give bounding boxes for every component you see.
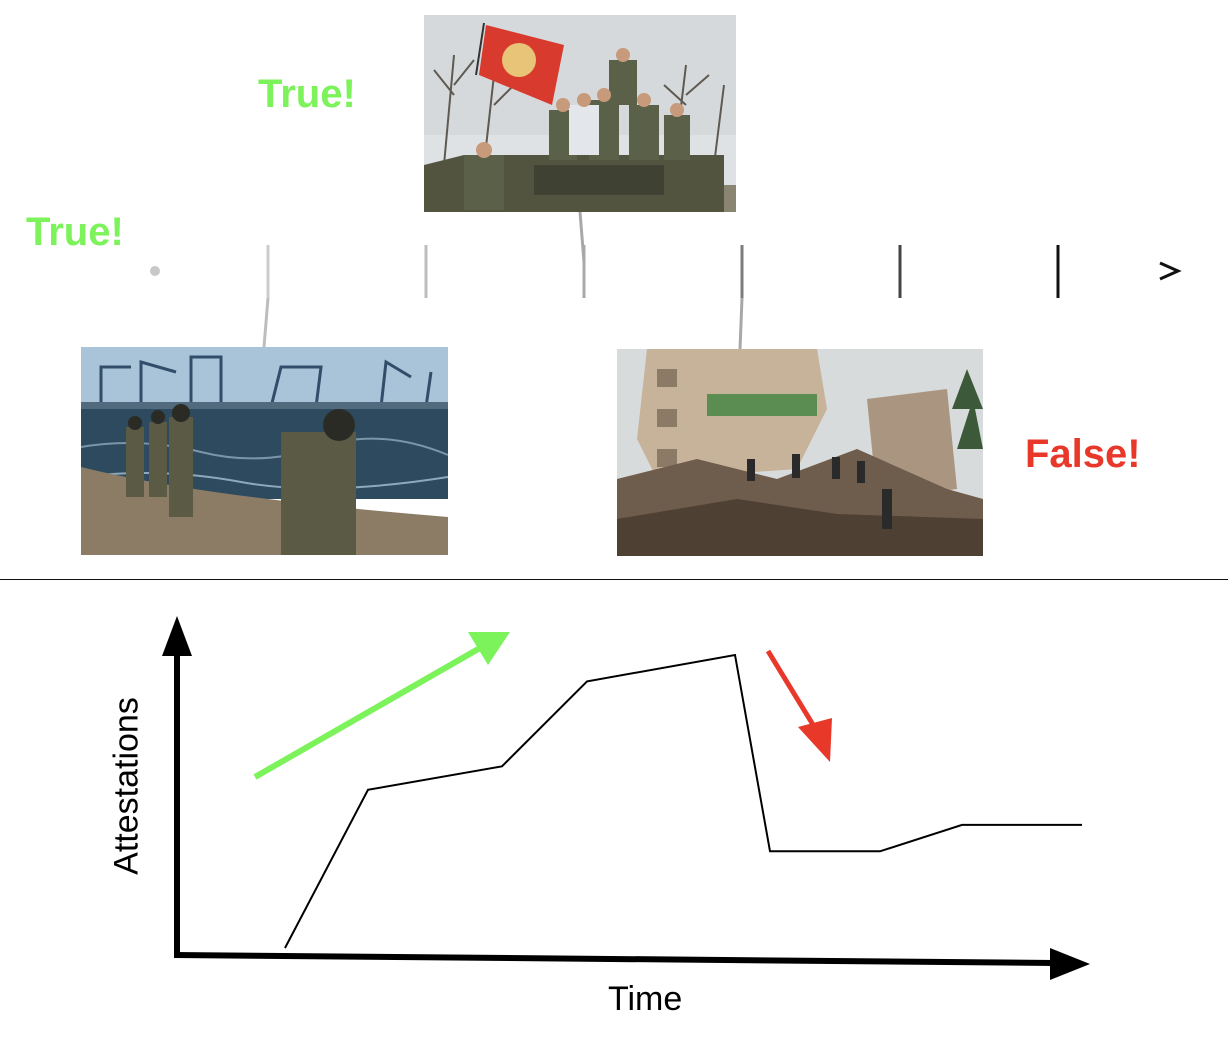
photo-connector [578,211,586,263]
true-label-left: True! [26,210,124,254]
photo-connector [262,297,270,348]
timeline-diagram [0,211,1228,580]
x-axis-arrowhead [1050,948,1090,980]
true-label-top: True! [258,72,356,116]
trend-up-arrow [253,645,482,780]
soldiers-on-tank-photo [424,15,736,212]
x-axis [173,952,1056,966]
timeline-arrowhead [1159,261,1182,281]
soldiers-at-port-photo [81,347,448,555]
trend-down-arrowhead [798,718,832,762]
x-axis-label: Time [608,980,683,1018]
timeline-start-dot [150,266,160,276]
trend-down-arrow [765,649,818,730]
y-axis-arrowhead [162,616,192,656]
false-label: False! [1025,432,1141,476]
attestations-series-line [284,653,1082,949]
trend-up-arrowhead [468,632,510,665]
y-axis-label: Attestations [107,697,146,875]
destroyed-building-photo [617,349,983,556]
photo-connector [738,297,744,350]
